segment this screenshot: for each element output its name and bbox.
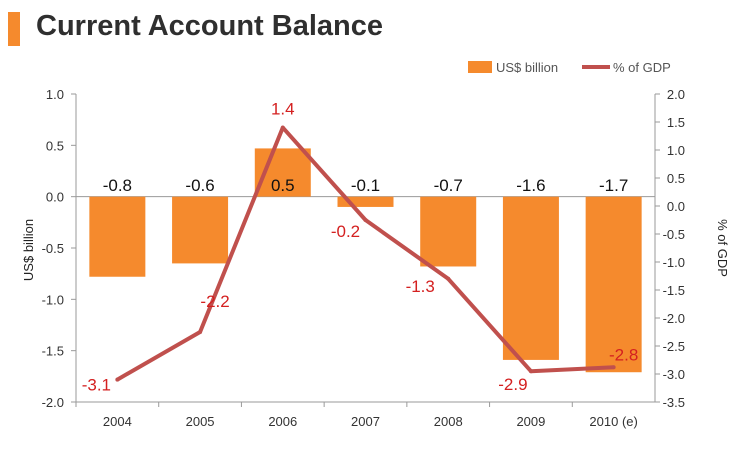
y2-tick-label: -0.5 — [663, 227, 685, 242]
legend: US$ billion % of GDP — [468, 60, 671, 75]
gdp-label: -2.9 — [498, 375, 527, 394]
bar-2008 — [420, 196, 477, 267]
y-tick-label: -0.5 — [42, 241, 64, 256]
y2-tick-label: 1.0 — [667, 143, 685, 158]
bar-label: -0.1 — [351, 176, 380, 195]
gdp-label: -2.8 — [609, 345, 638, 364]
x-tick-label: 2009 — [516, 414, 545, 429]
bar-label: -0.8 — [103, 176, 132, 195]
gdp-point-2009 — [528, 369, 533, 374]
gdp-label: -1.3 — [406, 277, 435, 296]
gdp-point-2004 — [115, 377, 120, 382]
y2-tick-label: 2.0 — [667, 87, 685, 102]
bar-label: -1.7 — [599, 176, 628, 195]
bar-2009 — [502, 196, 559, 360]
x-tick-label: 2004 — [103, 414, 132, 429]
y2-axis-label: % of GDP — [715, 219, 730, 277]
bar-label: -0.6 — [185, 176, 214, 195]
legend-label-bar: US$ billion — [496, 60, 558, 75]
x-tick-label: 2008 — [434, 414, 463, 429]
bar-label: -0.7 — [434, 176, 463, 195]
title-accent-bar — [8, 12, 20, 46]
bar-2010 (e) — [585, 196, 642, 373]
y-axis-label: US$ billion — [21, 219, 36, 281]
y-tick-label: -1.0 — [42, 292, 64, 307]
bar-label: -1.6 — [516, 176, 545, 195]
y2-tick-label: -2.0 — [663, 311, 685, 326]
x-tick-label: 2007 — [351, 414, 380, 429]
legend-swatch-bar — [468, 61, 492, 73]
gdp-label: -2.2 — [200, 292, 229, 311]
y2-tick-label: -1.0 — [663, 255, 685, 270]
y2-tick-label: -3.5 — [663, 395, 685, 410]
y2-tick-label: -3.0 — [663, 367, 685, 382]
gdp-label: -0.2 — [331, 222, 360, 241]
gdp-point-2005 — [198, 330, 203, 334]
y-tick-label: -1.5 — [42, 344, 64, 359]
y-tick-label: 1.0 — [46, 87, 64, 102]
bar-label: 0.5 — [271, 176, 295, 195]
bar-2005 — [172, 196, 229, 264]
y2-tick-label: -1.5 — [663, 283, 685, 298]
x-tick-label: 2010 (e) — [589, 414, 637, 429]
y-tick-label: -2.0 — [42, 395, 64, 410]
chart-title: Current Account Balance — [36, 10, 383, 42]
bar-2007 — [337, 196, 394, 207]
y2-tick-label: 0.0 — [667, 199, 685, 214]
y2-tick-label: 1.5 — [667, 115, 685, 130]
gdp-point-2006 — [280, 125, 285, 130]
y2-tick-label: 0.5 — [667, 171, 685, 186]
gdp-point-2008 — [446, 276, 451, 281]
bar-2004 — [89, 196, 146, 277]
gdp-point-2010 (e) — [611, 365, 616, 370]
y-tick-label: 0.5 — [46, 138, 64, 153]
y2-tick-label: -2.5 — [663, 339, 685, 354]
legend-label-line: % of GDP — [613, 60, 671, 75]
y-tick-label: 0.0 — [46, 190, 64, 205]
x-tick-label: 2005 — [186, 414, 215, 429]
gdp-point-2007 — [363, 218, 368, 222]
gdp-label: -3.1 — [82, 376, 111, 395]
gdp-label: 1.4 — [271, 100, 295, 119]
x-tick-label: 2006 — [268, 414, 297, 429]
